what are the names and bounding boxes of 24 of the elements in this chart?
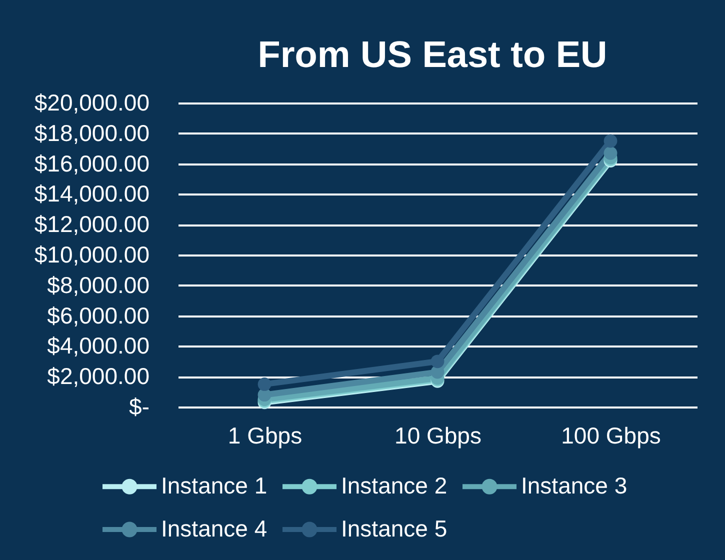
y-tick-label: $16,000.00 xyxy=(34,150,150,176)
chart-title: From US East to EU xyxy=(258,34,608,75)
y-tick-label: $20,000.00 xyxy=(34,90,150,116)
y-tick-label: $6,000.00 xyxy=(47,302,150,328)
point xyxy=(430,354,444,368)
legend-label: Instance 2 xyxy=(341,472,448,499)
y-tick-label: $18,000.00 xyxy=(34,120,150,146)
x-tick-label: 10 Gbps xyxy=(394,422,482,448)
legend-label: Instance 1 xyxy=(161,472,268,499)
y-tick-label: $10,000.00 xyxy=(34,242,150,268)
point xyxy=(604,146,618,160)
x-tick-label: 100 Gbps xyxy=(561,422,661,448)
y-tick-label: $14,000.00 xyxy=(34,180,150,207)
legend-label: Instance 3 xyxy=(521,472,628,499)
y-tick-label: $12,000.00 xyxy=(34,211,150,238)
y-tick-label: $2,000.00 xyxy=(47,363,150,390)
point xyxy=(258,378,272,391)
point xyxy=(604,134,618,148)
x-tick-label: 1 Gbps xyxy=(228,422,302,448)
y-tick-label: $4,000.00 xyxy=(47,332,150,359)
legend-label: Instance 4 xyxy=(161,516,268,542)
legend-label: Instance 5 xyxy=(341,516,448,542)
y-tick-label: $- xyxy=(129,394,150,420)
y-tick-label: $8,000.00 xyxy=(47,272,150,298)
